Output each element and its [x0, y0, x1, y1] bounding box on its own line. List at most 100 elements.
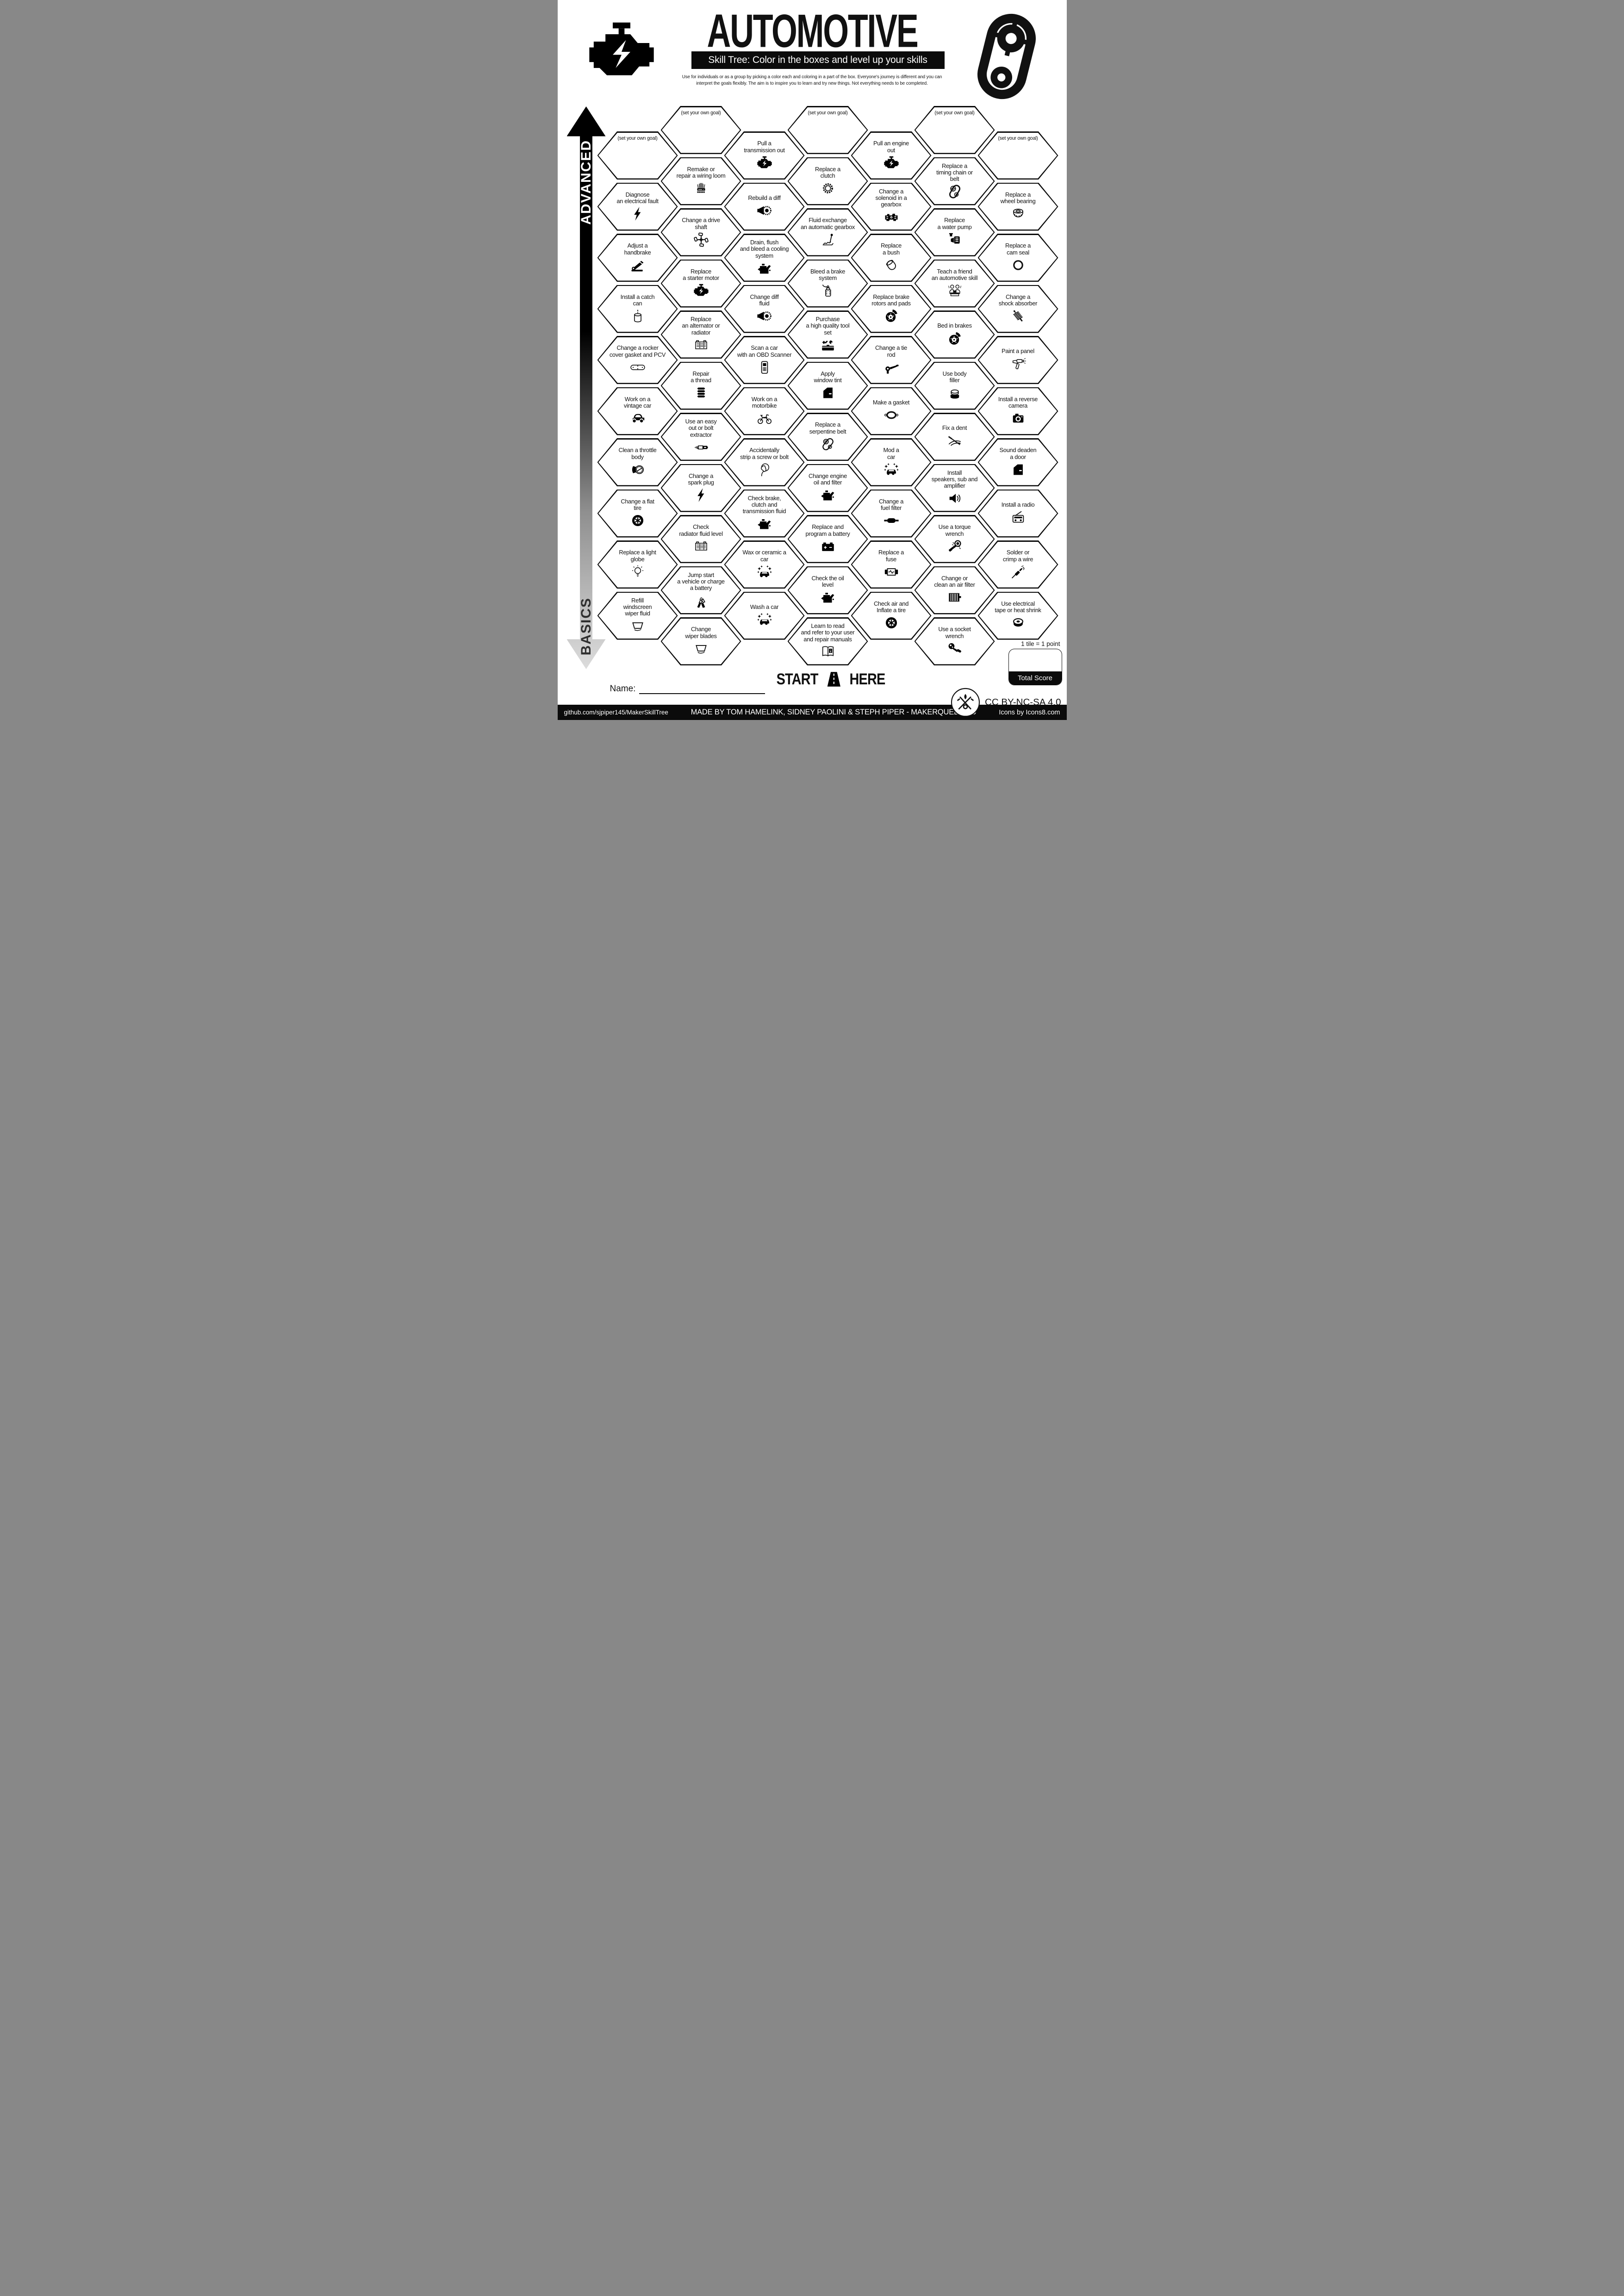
easy-out-icon [693, 440, 709, 455]
skill-hex-replace-a-timing-chain-or-belt[interactable]: Replace a timing chain or belt [914, 157, 995, 205]
skill-hex-jump-start-a-vehicle-or-charge-a-b[interactable]: Jump start a vehicle or charge a battery [660, 566, 741, 614]
skill-hex-use-a-torque-wrench[interactable]: Use a torque wrench [914, 515, 995, 563]
skill-hex-change-engine-oil-and-filter[interactable]: Change engine oil and filter [787, 464, 868, 512]
goal-hex[interactable]: (set your own goal) [977, 131, 1058, 180]
skill-hex-install-speakers-sub-and-amplifier[interactable]: Install speakers, sub and amplifier [914, 464, 995, 512]
skill-hex-paint-a-panel[interactable]: Paint a panel [977, 336, 1058, 384]
skill-hex-change-a-rocker-cover-gasket-and-p[interactable]: Change a rocker cover gasket and PCV [597, 336, 678, 384]
goal-hex[interactable]: (set your own goal) [787, 106, 868, 154]
skill-hex-bed-in-brakes[interactable]: Bed in brakes [914, 310, 995, 359]
skill-hex-diagnose-an-electrical-fault[interactable]: Diagnose an electrical fault [597, 182, 678, 231]
battery-icon [820, 539, 836, 554]
tile-point-note: 1 tile = 1 point [1021, 640, 1060, 647]
skill-hex-repair-a-thread[interactable]: Repair a thread [660, 361, 741, 410]
skill-label: Change wiper blades [685, 626, 717, 639]
skill-hex-replace-a-fuse[interactable]: Replace a fuse [851, 540, 932, 589]
skill-hex-replace-a-starter-motor[interactable]: Replace a starter motor [660, 259, 741, 308]
skill-hex-work-on-a-vintage-car[interactable]: Work on a vintage car [597, 387, 678, 435]
skill-hex-teach-a-friend-an-automotive-skill[interactable]: Teach a friend an automotive skill [914, 259, 995, 308]
skill-hex-use-an-easy-out-or-bolt-extractor[interactable]: Use an easy out or bolt extractor [660, 413, 741, 461]
skill-hex-refill-windscreen-wiper-fluid[interactable]: Refill windscreen wiper fluid [597, 591, 678, 640]
skill-hex-pull-a-transmission-out[interactable]: Pull a transmission out [724, 131, 805, 180]
skill-hex-replace-brake-rotors-and-pads[interactable]: Replace brake rotors and pads [851, 285, 932, 333]
skill-hex-replace-a-clutch[interactable]: Replace a clutch [787, 157, 868, 205]
skill-hex-use-a-socket-wrench[interactable]: Use a socket wrench [914, 617, 995, 665]
skill-hex-make-a-gasket[interactable]: Make a gasket [851, 387, 932, 435]
skill-hex-install-a-reverse-camera[interactable]: Install a reverse camera [977, 387, 1058, 435]
skill-label: Replace a starter motor [683, 267, 719, 281]
skill-hex-replace-and-program-a-battery[interactable]: Replace and program a battery [787, 515, 868, 563]
skill-hex-change-a-shock-absorber[interactable]: Change a shock absorber [977, 285, 1058, 333]
skill-hex-replace-a-water-pump[interactable]: Replace a water pump [914, 208, 995, 256]
hex-surface: Install speakers, sub and amplifier [915, 465, 994, 511]
wheel-bearing-icon [1010, 206, 1026, 222]
goal-hex[interactable]: (set your own goal) [660, 106, 741, 154]
skill-hex-mod-a-car[interactable]: Mod a car [851, 438, 932, 486]
skill-hex-fix-a-dent[interactable]: Fix a dent [914, 413, 995, 461]
skill-hex-check-radiator-fluid-level[interactable]: Check radiator fluid level [660, 515, 741, 563]
skill-label: Install a radio [1001, 501, 1035, 508]
skill-hex-clean-a-throttle-body[interactable]: Clean a throttle body [597, 438, 678, 486]
score-entry-area[interactable] [1009, 649, 1062, 671]
hex-surface: Rebuild a diff [725, 184, 803, 230]
skill-label: Change a solenoid in a gearbox [875, 187, 907, 208]
goal-hex[interactable]: (set your own goal) [914, 106, 995, 154]
name-input-line[interactable] [639, 684, 765, 694]
skill-hex-change-diff-fluid[interactable]: Change diff fluid [724, 285, 805, 333]
skill-hex-bleed-a-brake-system[interactable]: Bleed a brake system [787, 259, 868, 308]
goal-hex[interactable]: (set your own goal) [597, 131, 678, 180]
skill-hex-change-a-flat-tire[interactable]: Change a flat tire [597, 489, 678, 538]
skill-hex-sound-deaden-a-door[interactable]: Sound deaden a door [977, 438, 1058, 486]
skill-hex-replace-a-light-globe[interactable]: Replace a light globe [597, 540, 678, 589]
skill-hex-rebuild-a-diff[interactable]: Rebuild a diff [724, 182, 805, 231]
skill-hex-install-a-radio[interactable]: Install a radio [977, 489, 1058, 538]
skill-hex-check-brake-clutch-and-transmissio[interactable]: Check brake, clutch and transmission flu… [724, 489, 805, 538]
footer-repo-link[interactable]: github.com/sjpiper145/MakerSkillTree [564, 709, 668, 716]
skill-hex-accidentally-strip-a-screw-or-bolt[interactable]: Accidentally strip a screw or bolt [724, 438, 805, 486]
skill-hex-change-wiper-blades[interactable]: Change wiper blades [660, 617, 741, 665]
skill-hex-replace-an-alternator-or-radiator[interactable]: Replace an alternator or radiator [660, 310, 741, 359]
skill-hex-adjust-a-handbrake[interactable]: Adjust a handbrake [597, 234, 678, 282]
hex-surface: Replace a water pump [915, 209, 994, 255]
skill-hex-apply-window-tint[interactable]: Apply window tint [787, 361, 868, 410]
teach-icon [947, 283, 963, 298]
skill-hex-wax-or-ceramic-a-car[interactable]: Wax or ceramic a car [724, 540, 805, 589]
skill-hex-check-air-and-inflate-a-tire[interactable]: Check air and Inflate a tire [851, 591, 932, 640]
skill-hex-replace-a-wheel-bearing[interactable]: Replace a wheel bearing [977, 182, 1058, 231]
start-label: START [776, 670, 818, 688]
skill-hex-replace-a-cam-seal[interactable]: Replace a cam seal [977, 234, 1058, 282]
skill-hex-scan-a-car-with-an-obd-scanner[interactable]: Scan a car with an OBD Scanner [724, 336, 805, 384]
skill-label: Wash a car [750, 603, 779, 610]
skill-hex-change-a-solenoid-in-a-gearbox[interactable]: Change a solenoid in a gearbox [851, 182, 932, 231]
skill-hex-change-or-clean-an-air-filter[interactable]: Change or clean an air filter [914, 566, 995, 614]
hex-surface: Sound deaden a door [979, 439, 1057, 485]
skill-hex-change-a-drive-shaft[interactable]: Change a drive shaft [660, 208, 741, 256]
skill-hex-learn-to-read-and-refer-to-your-us[interactable]: Learn to read and refer to your user and… [787, 617, 868, 665]
skill-label: Teach a friend an automotive skill [931, 267, 978, 281]
skill-hex-replace-a-serpentine-belt[interactable]: Replace a serpentine belt [787, 413, 868, 461]
hex-surface: Apply window tint [789, 363, 867, 409]
skill-hex-check-the-oil-level[interactable]: Check the oil level [787, 566, 868, 614]
skill-hex-replace-a-bush[interactable]: Replace a bush [851, 234, 932, 282]
hex-surface: Learn to read and refer to your user and… [789, 618, 867, 664]
skill-hex-wash-a-car[interactable]: Wash a car [724, 591, 805, 640]
skill-hex-solder-or-crimp-a-wire[interactable]: Solder or crimp a wire [977, 540, 1058, 589]
skill-label: Check the oil level [811, 574, 844, 588]
skill-hex-install-a-catch-can[interactable]: Install a catch can [597, 285, 678, 333]
skill-hex-drain-flush-and-bleed-a-cooling-sy[interactable]: Drain, flush and bleed a cooling system [724, 234, 805, 282]
skill-hex-change-a-spark-plug[interactable]: Change a spark plug [660, 464, 741, 512]
skill-hex-use-electrical-tape-or-heat-shrink[interactable]: Use electrical tape or heat shrink [977, 591, 1058, 640]
skill-hex-purchase-a-high-quality-tool-set[interactable]: Purchase a high quality tool set [787, 310, 868, 359]
radiator-icon [693, 337, 709, 353]
skill-label: Jump start a vehicle or charge a battery [677, 571, 725, 592]
wiring-loom-icon [693, 180, 709, 196]
skill-hex-remake-or-repair-a-wiring-loom[interactable]: Remake or repair a wiring loom [660, 157, 741, 205]
skill-hex-work-on-a-motorbike[interactable]: Work on a motorbike [724, 387, 805, 435]
skill-hex-change-a-tie-rod[interactable]: Change a tie rod [851, 336, 932, 384]
skill-hex-pull-an-engine-out[interactable]: Pull an engine out [851, 131, 932, 180]
skill-label: Replace a bush [881, 242, 902, 256]
skill-hex-change-a-fuel-filter[interactable]: Change a fuel filter [851, 489, 932, 538]
skill-hex-fluid-exchange-an-automatic-gearbo[interactable]: Fluid exchange an automatic gearbox [787, 208, 868, 256]
skill-hex-use-body-filler[interactable]: Use body filler [914, 361, 995, 410]
oil-can-icon [757, 261, 772, 276]
